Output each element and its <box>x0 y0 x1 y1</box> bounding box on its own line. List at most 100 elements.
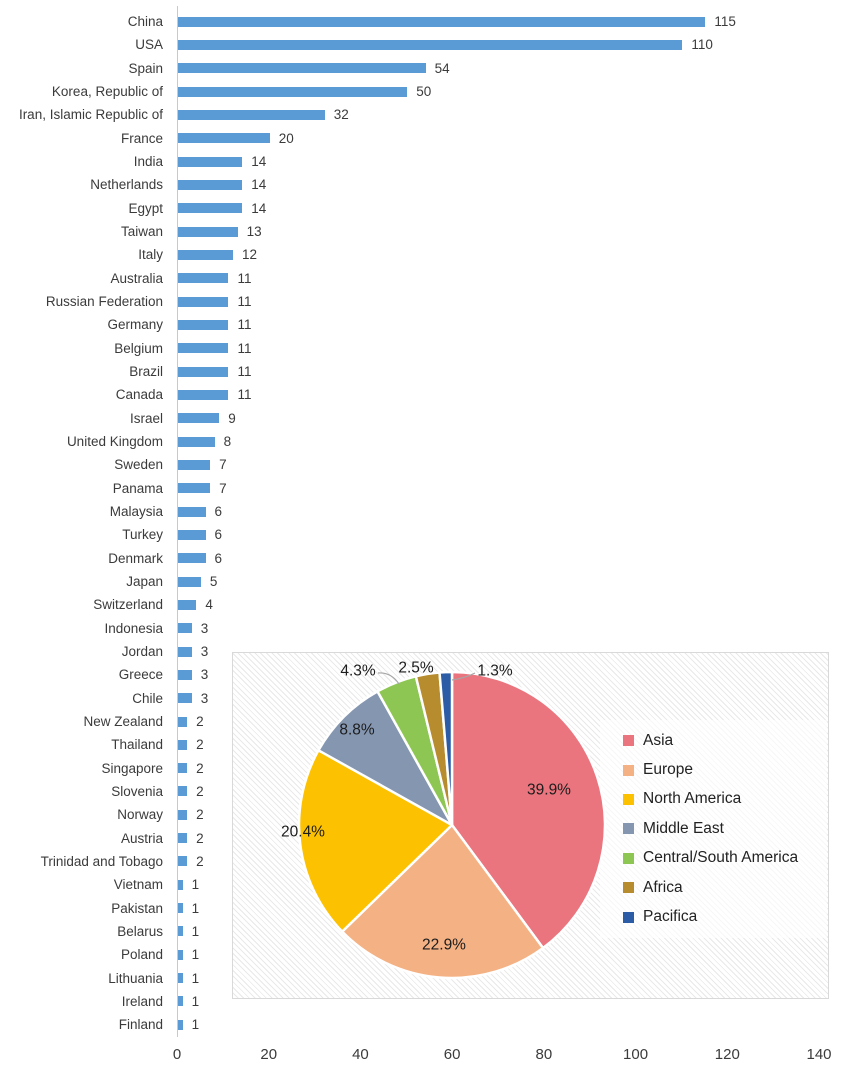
pie-chart: 39.9% 22.9% 20.4% 8.8% 4.3% 2.5% 1.3% <box>281 660 607 980</box>
category-label-ireland: Ireland <box>121 993 163 1009</box>
bar-row: Panama 7 <box>0 477 850 500</box>
bar-row: Taiwan 13 <box>0 220 850 243</box>
category-label-india: India <box>133 154 163 170</box>
bar-denmark <box>178 553 206 564</box>
legend-item-europe: Europe <box>623 755 798 784</box>
value-label: 3 <box>200 690 209 706</box>
pie-percent-label-europe: 22.9% <box>422 937 466 954</box>
x-tick-label: 80 <box>535 1046 553 1063</box>
bar-singapore <box>178 763 188 774</box>
value-label: 3 <box>200 620 209 636</box>
value-label: 13 <box>246 224 262 240</box>
x-tick-label: 20 <box>260 1046 278 1063</box>
pie-percent-label-north-america: 20.4% <box>281 824 325 841</box>
bar-belarus <box>178 926 183 937</box>
pie-percent-label-central-south-america: 4.3% <box>340 663 376 680</box>
bar-row: Spain 54 <box>0 57 850 80</box>
value-label: 2 <box>196 760 204 776</box>
bar-row: Trinidad and Tobago 2 <box>0 850 850 873</box>
value-label: 32 <box>333 107 349 123</box>
category-label-malaysia: Malaysia <box>109 504 163 520</box>
bar-row: Netherlands 14 <box>0 173 850 196</box>
category-label-korea-republic-of: Korea, Republic of <box>51 84 163 100</box>
category-label-australia: Australia <box>110 270 163 286</box>
bar-row: Israel 9 <box>0 407 850 430</box>
legend-item-asia: Asia <box>623 726 798 755</box>
bar-row: Japan 5 <box>0 570 850 593</box>
category-label-united-kingdom: United Kingdom <box>66 434 163 450</box>
bar-row: Thailand 2 <box>0 733 850 756</box>
legend-swatch-central-south-america <box>623 852 634 864</box>
bar-row: United Kingdom 8 <box>0 430 850 453</box>
legend-background <box>600 720 827 938</box>
bar-russian-federation <box>178 296 229 307</box>
category-label-slovenia: Slovenia <box>111 783 163 799</box>
value-label: 7 <box>219 480 227 496</box>
pie-slice-middle-east <box>317 690 454 827</box>
bar-iran-islamic-republic-of <box>178 109 325 120</box>
category-label-russian-federation: Russian Federation <box>45 294 163 310</box>
bar-row: Belarus 1 <box>0 920 850 943</box>
category-label-germany: Germany <box>107 317 163 333</box>
bar-germany <box>178 319 229 330</box>
x-tick-label: 120 <box>714 1046 740 1063</box>
value-label: 54 <box>434 60 450 76</box>
category-label-canada: Canada <box>115 387 163 403</box>
bar-row: Belgium 11 <box>0 337 850 360</box>
bar-pakistan <box>178 903 183 914</box>
bar-greece <box>178 669 192 680</box>
bar-row: New Zealand 2 <box>0 710 850 733</box>
value-label: 6 <box>214 527 223 543</box>
legend-swatch-africa <box>623 882 634 894</box>
bar-row: Malaysia 6 <box>0 500 850 523</box>
bar-row: Pakistan 1 <box>0 896 850 919</box>
category-label-panama: Panama <box>112 480 163 496</box>
pie-percent-label-africa: 2.5% <box>398 660 434 677</box>
bar-row: Indonesia 3 <box>0 617 850 640</box>
category-label-pakistan: Pakistan <box>111 900 163 916</box>
category-label-iran-islamic-republic-of: Iran, Islamic Republic of <box>18 107 163 123</box>
category-label-denmark: Denmark <box>108 550 163 566</box>
bar-switzerland <box>178 599 197 610</box>
value-label: 1 <box>191 970 200 986</box>
category-label-sweden: Sweden <box>114 457 163 473</box>
bar-row: Lithuania 1 <box>0 966 850 989</box>
bar-row: Iran, Islamic Republic of 32 <box>0 103 850 126</box>
bar-row: France 20 <box>0 127 850 150</box>
bar-row: Canada 11 <box>0 383 850 406</box>
bar-finland <box>178 1019 183 1030</box>
legend-label: Pacifica <box>643 908 698 926</box>
pie-inset-panel: 39.9% 22.9% 20.4% 8.8% 4.3% 2.5% 1.3% Asia Euro… <box>232 652 829 999</box>
category-label-turkey: Turkey <box>122 527 163 543</box>
bar-row: Russian Federation 11 <box>0 290 850 313</box>
value-label: 115 <box>714 14 736 30</box>
bar-row: Chile 3 <box>0 687 850 710</box>
value-label: 11 <box>237 294 252 310</box>
legend-label: North America <box>643 790 742 808</box>
value-label: 2 <box>196 853 204 869</box>
bar-row: Germany 11 <box>0 313 850 336</box>
category-label-belgium: Belgium <box>114 340 163 356</box>
legend-swatch-europe <box>623 764 634 776</box>
value-label: 1 <box>191 1017 200 1033</box>
category-label-spain: Spain <box>128 60 163 76</box>
bar-korea-republic-of <box>178 86 408 97</box>
bar-row: Korea, Republic of 50 <box>0 80 850 103</box>
value-label: 14 <box>251 200 267 216</box>
bar-indonesia <box>178 623 192 634</box>
bar-egypt <box>178 203 243 214</box>
bar-sweden <box>178 459 211 470</box>
category-label-lithuania: Lithuania <box>108 970 163 986</box>
bar-row: Greece 3 <box>0 663 850 686</box>
legend-swatch-asia <box>623 735 634 747</box>
legend-item-north-america: North America <box>623 785 798 814</box>
category-label-greece: Greece <box>118 667 163 683</box>
value-label: 11 <box>237 340 252 356</box>
pie-slice-europe <box>340 823 545 980</box>
pie-slice-asia <box>450 670 607 950</box>
category-label-italy: Italy <box>138 247 163 263</box>
bar-row: Austria 2 <box>0 826 850 849</box>
bar-row: Slovenia 2 <box>0 780 850 803</box>
category-label-thailand: Thailand <box>111 737 163 753</box>
